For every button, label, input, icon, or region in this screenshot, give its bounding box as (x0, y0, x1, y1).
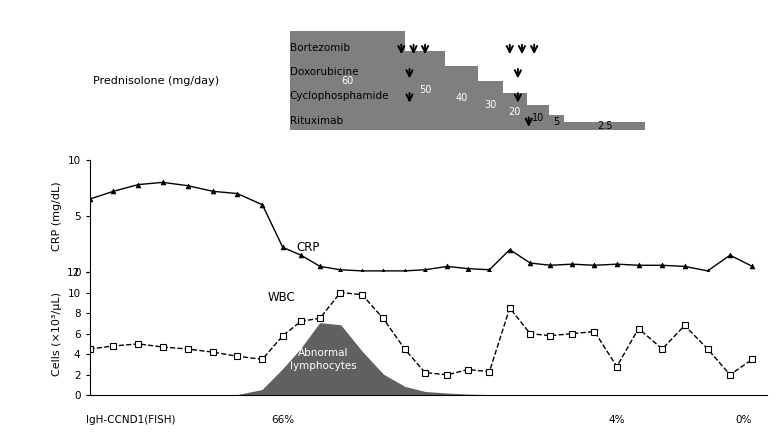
Bar (564, 122, 645, 130)
Text: 2.5: 2.5 (597, 121, 612, 131)
Bar (549, 114, 564, 130)
Text: 30: 30 (485, 101, 496, 111)
Bar (503, 93, 527, 130)
Text: Prednisolone (mg/day): Prednisolone (mg/day) (93, 76, 219, 86)
Bar (527, 105, 549, 130)
Text: Abnormal
lymphocytes: Abnormal lymphocytes (290, 348, 357, 371)
Y-axis label: CRP (mg/dL): CRP (mg/dL) (52, 181, 62, 251)
Bar (478, 81, 503, 130)
Text: 5: 5 (553, 117, 559, 127)
Bar (405, 51, 446, 130)
Text: Bortezomib: Bortezomib (290, 43, 350, 53)
Text: Rituximab: Rituximab (290, 116, 343, 126)
Text: 10: 10 (532, 113, 544, 123)
Y-axis label: Cells (×10³/μL): Cells (×10³/μL) (51, 292, 62, 376)
Bar (446, 66, 478, 130)
Text: 50: 50 (419, 86, 432, 95)
Text: CRP: CRP (296, 241, 319, 254)
Text: Doxorubicine: Doxorubicine (290, 67, 358, 77)
Text: 60: 60 (341, 76, 353, 86)
Text: Cyclophosphamide: Cyclophosphamide (290, 92, 389, 102)
Text: WBC: WBC (267, 291, 295, 304)
Text: IgH-CCND1(FISH): IgH-CCND1(FISH) (86, 415, 175, 425)
Text: 66%: 66% (271, 415, 294, 425)
Text: 0%: 0% (735, 415, 752, 425)
Bar (290, 32, 405, 130)
Text: 4%: 4% (608, 415, 625, 425)
Text: 20: 20 (509, 107, 521, 117)
Text: 40: 40 (456, 93, 467, 103)
